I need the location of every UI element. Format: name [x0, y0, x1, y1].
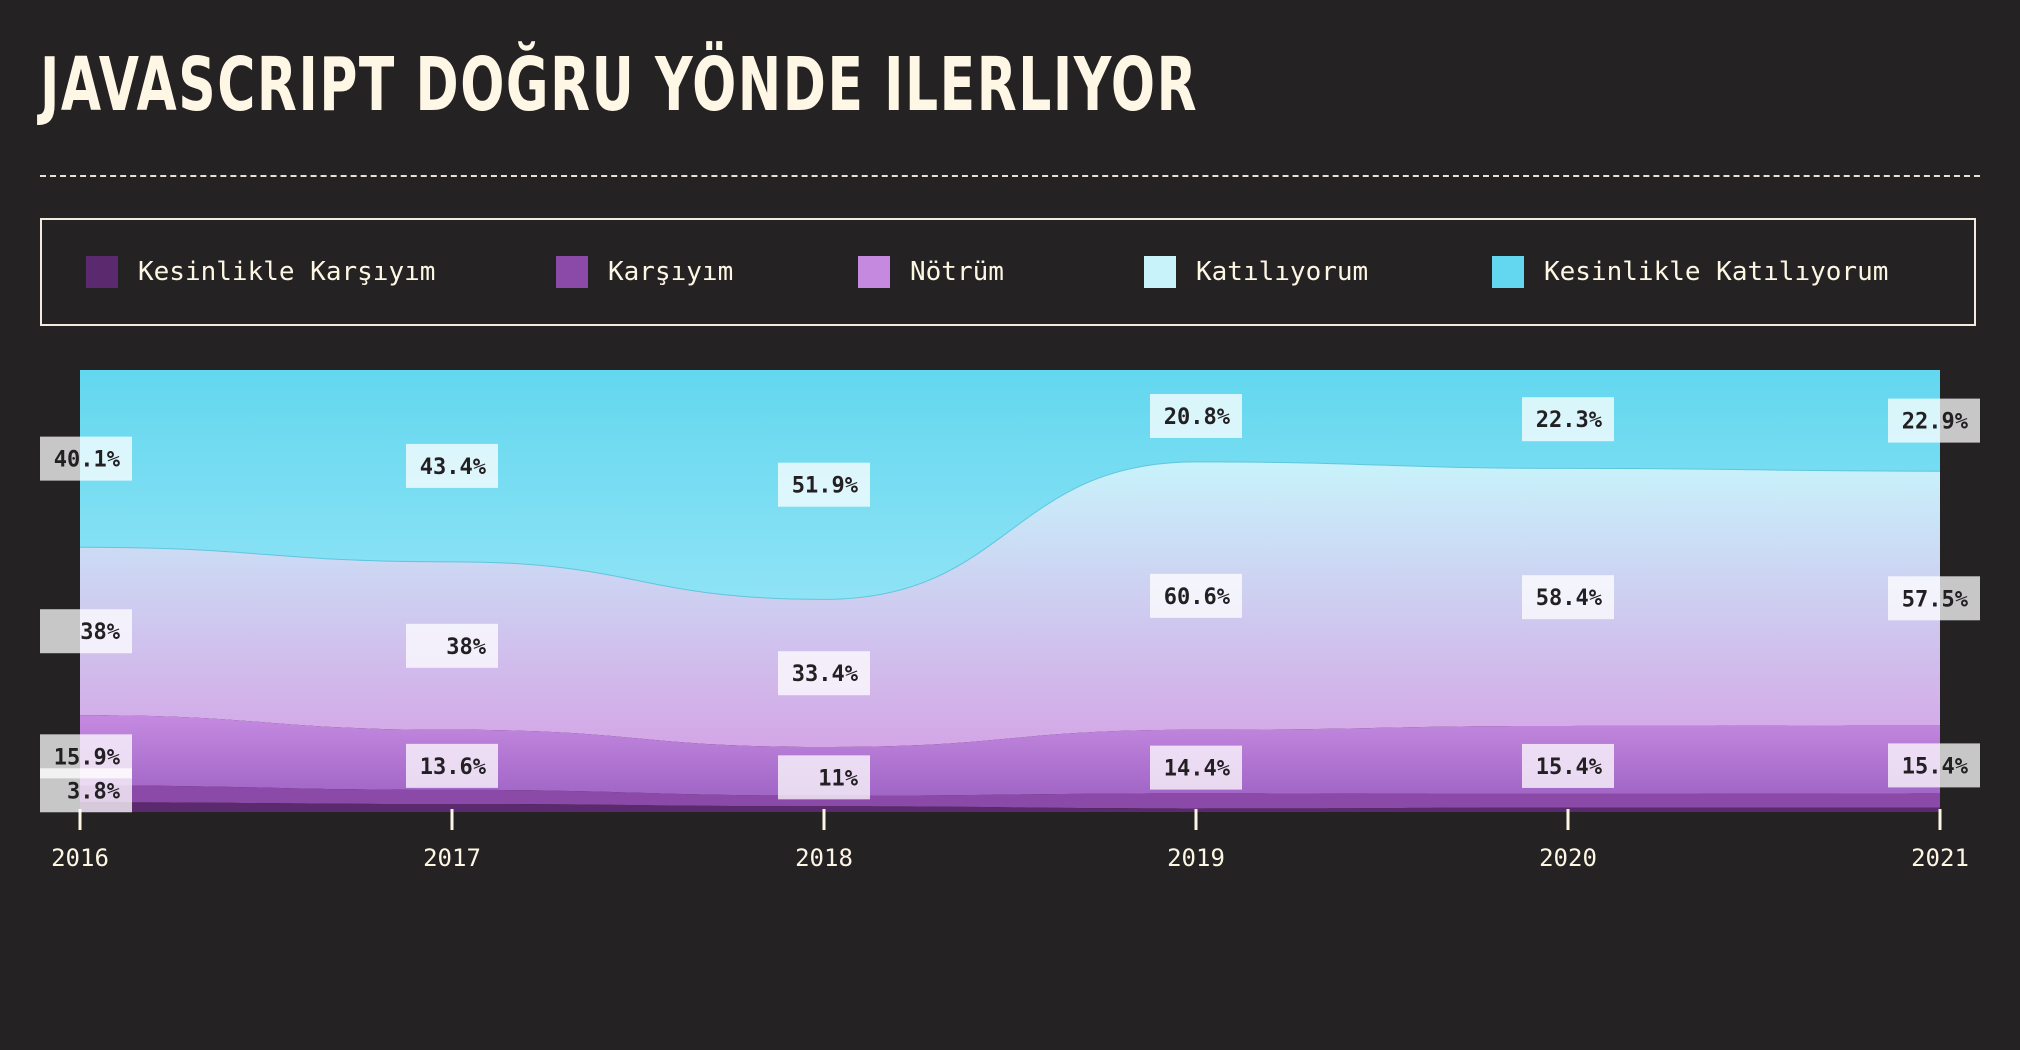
- legend-item-kesinlikle-karsiyim[interactable]: Kesinlikle Karşıyım: [86, 220, 435, 324]
- data-label-box: [778, 755, 870, 800]
- data-label: 58.4%: [1536, 586, 1603, 611]
- legend-swatch-kesinlikle-katiliyorum: [1492, 256, 1524, 288]
- data-label: 15.4%: [1902, 754, 1969, 779]
- data-label: 51.9%: [792, 474, 859, 499]
- data-label: 38%: [446, 635, 486, 660]
- data-label: 3.8%: [67, 779, 121, 804]
- data-label-box: [1888, 398, 1980, 443]
- data-label-box: [1150, 573, 1242, 618]
- area-layers: [79, 370, 1941, 812]
- data-label-box: [778, 651, 870, 696]
- data-label-box: [40, 734, 132, 779]
- legend-swatch-karsiyim: [556, 256, 588, 288]
- data-label-box: [406, 743, 498, 788]
- area-notrum: [80, 715, 1940, 796]
- data-label: 14.4%: [1164, 757, 1231, 782]
- data-label: 43.4%: [420, 455, 487, 480]
- legend-item-karsiyim[interactable]: Karşıyım: [556, 220, 733, 324]
- legend-item-notrum[interactable]: Nötrüm: [858, 220, 1004, 324]
- data-label-box: [40, 609, 132, 654]
- data-label: 15.4%: [1536, 755, 1603, 780]
- legend-item-kesinlikle-katiliyorum[interactable]: Kesinlikle Katılıyorum: [1492, 220, 1888, 324]
- data-label: 60.6%: [1164, 585, 1231, 610]
- data-label: 22.3%: [1536, 408, 1603, 433]
- data-labels: 3.8% 15.9% 13.6% 11% 14.4% 15.4% 15.4% 38% 38% 33…: [40, 393, 1980, 813]
- legend-label: Karşıyım: [608, 257, 734, 287]
- data-label-box: [1522, 397, 1614, 442]
- data-label-box: [1522, 575, 1614, 620]
- area-katiliyorum: [80, 461, 1940, 748]
- data-label: 22.9%: [1902, 410, 1969, 435]
- data-label: 33.4%: [792, 662, 859, 687]
- data-label: 57.5%: [1902, 587, 1969, 612]
- legend-label: Nötrüm: [910, 257, 1004, 287]
- x-tick-label: 2017: [423, 844, 481, 872]
- x-tick-label: 2018: [795, 844, 853, 872]
- legend-swatch-notrum: [858, 256, 890, 288]
- title-divider: [40, 175, 1980, 177]
- data-label: 20.8%: [1164, 405, 1231, 430]
- chart-title: JAVASCRIPT DOĞRU YÖNDE ILERLIYOR: [40, 42, 1199, 128]
- legend-swatch-katiliyorum: [1144, 256, 1176, 288]
- legend-swatch-kesinlikle-karsiyim: [86, 256, 118, 288]
- area-kesinlikle-karsiyim: [80, 802, 1940, 812]
- data-label-box: [1150, 393, 1242, 438]
- data-label: 38%: [80, 620, 120, 645]
- x-tick-label: 2016: [51, 844, 109, 872]
- data-label-box: [406, 623, 498, 668]
- data-label: 13.6%: [420, 755, 487, 780]
- data-label-box: [406, 443, 498, 488]
- data-label-box: [1522, 743, 1614, 788]
- legend-item-katiliyorum[interactable]: Katılıyorum: [1144, 220, 1368, 324]
- legend-label: Kesinlikle Karşıyım: [138, 257, 436, 287]
- legend-label: Katılıyorum: [1196, 257, 1369, 287]
- area-karsiyim: [80, 785, 1940, 809]
- data-label: 11%: [818, 766, 858, 791]
- x-tick-label: 2020: [1539, 844, 1597, 872]
- area-kesinlikle-katiliyorum: [80, 370, 1940, 600]
- data-label-box: [1888, 743, 1980, 788]
- legend-label: Kesinlikle Katılıyorum: [1544, 257, 1889, 287]
- data-label: 40.1%: [54, 448, 121, 473]
- data-label-box: [1150, 745, 1242, 790]
- x-tick-label: 2019: [1167, 844, 1225, 872]
- data-label-box: [40, 436, 132, 481]
- data-label-box: [1888, 576, 1980, 621]
- data-label: 15.9%: [54, 745, 121, 770]
- area-boundary-line: [79, 461, 1941, 600]
- x-tick-label: 2021: [1911, 844, 1969, 872]
- data-label-box: [778, 462, 870, 507]
- chart-legend: Kesinlikle Karşıyım Karşıyım Nötrüm Katı…: [40, 218, 1976, 326]
- x-axis: 2016 2017 2018 2019 2020 2021: [51, 809, 1969, 872]
